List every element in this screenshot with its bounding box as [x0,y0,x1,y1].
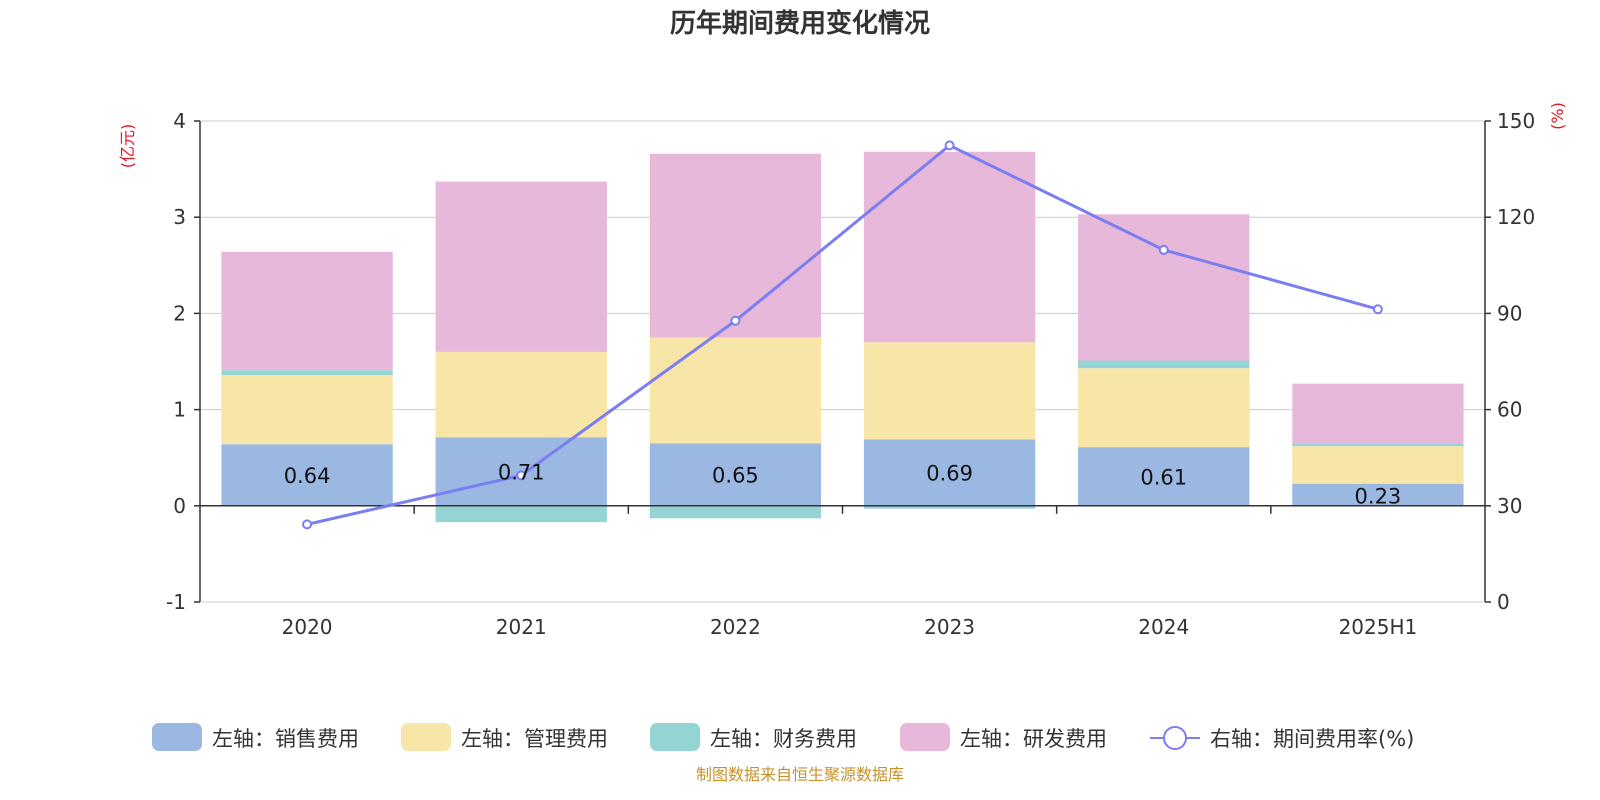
rate-point [1372,304,1383,315]
bar-segment [435,181,607,352]
bar-data-label: 0.61 [1140,465,1187,489]
bars [221,151,1464,523]
bar-segment [863,151,1036,343]
legend-label: 右轴：期间费用率(%) [1210,727,1414,751]
rate-point [302,519,313,530]
bar-segment [863,439,1036,506]
left-tick-label: 4 [173,109,186,133]
right-tick-label: 30 [1497,494,1522,518]
left-tick-label: 3 [173,205,186,229]
legend-swatch [152,723,202,751]
legend-label: 左轴：管理费用 [461,727,608,751]
bar-segment [1292,446,1464,484]
bar-segment [1292,483,1464,506]
bar-segment [649,505,822,519]
x-tick-label: 2025H1 [1339,615,1418,639]
bar-segment [221,444,393,506]
bar-segment [221,251,393,371]
bar-segment [1292,383,1464,444]
bar-segment [649,153,822,338]
bar-segment [435,505,607,523]
rate-point [516,470,527,481]
bar-segment [1292,443,1464,447]
bar-segment [435,351,607,438]
rate-point [1158,244,1169,255]
right-tick-label: 120 [1497,205,1535,229]
bar-segment [649,337,822,444]
x-tick-label: 2024 [1138,615,1189,639]
bar-segment [1078,360,1250,369]
left-tick-label: 2 [173,301,186,325]
data-labels: 0.64 0.71 0.65 0.69 0.61 0.23 [284,461,1402,509]
legend-swatch [650,723,700,751]
source-note: 制图数据来自恒生聚源数据库 [696,765,904,784]
legend-label: 左轴：财务费用 [710,727,857,751]
legend: 左轴：销售费用 左轴：管理费用 左轴：财务费用 左轴：研发费用 右轴：期间费用率(%) [152,723,1414,751]
bar-segment [221,370,393,375]
x-tick-label: 2020 [282,615,333,639]
right-tick-label: 150 [1497,109,1535,133]
right-axis-unit: (%) [1548,102,1567,130]
rate-line [302,140,1383,530]
rate-series-line [306,143,1379,526]
rate-point [944,140,955,151]
bar-segment [863,505,1036,509]
bar-data-label: 0.23 [1355,485,1402,509]
left-tick-label: -1 [166,590,186,614]
legend-label: 左轴：研发费用 [960,727,1107,751]
x-tick-label: 2023 [924,615,975,639]
left-tick-label: 0 [173,494,186,518]
bar-data-label: 0.71 [498,461,545,485]
chart-title: 历年期间费用变化情况 [670,8,930,39]
bar-segment [221,374,393,445]
right-tick-label: 90 [1497,301,1522,325]
x-tick-label: 2021 [496,615,547,639]
legend-swatch [401,723,451,751]
axes: 4 3 2 1 0 -1 150 120 90 60 30 0 2020 2021 2022 2023 2024… [166,109,1535,639]
bar-data-label: 0.69 [926,462,973,486]
bar-segment [1078,447,1250,506]
bar-segment [863,342,1036,440]
bar-segment [1078,368,1250,448]
left-tick-label: 1 [173,398,186,422]
legend-label: 左轴：销售费用 [212,727,359,751]
bar-data-label: 0.64 [284,464,331,488]
left-axis-unit: (亿元) [118,124,137,169]
right-tick-label: 60 [1497,398,1522,422]
bar-data-label: 0.65 [712,464,759,488]
x-tick-label: 2022 [710,615,761,639]
right-tick-label: 0 [1497,590,1510,614]
legend-marker [1163,726,1187,750]
rate-point [730,315,741,326]
bar-segment [1078,214,1250,361]
legend-swatch [900,723,950,751]
bar-segment [649,443,822,506]
